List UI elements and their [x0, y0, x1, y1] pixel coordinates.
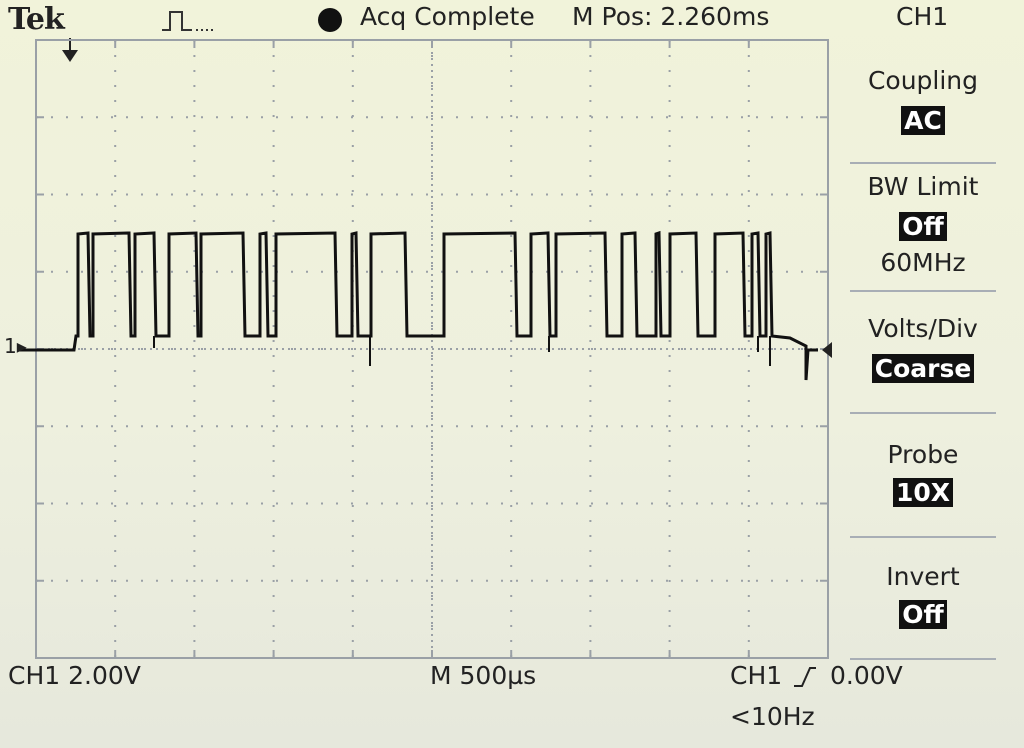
menu-probe-value-wrap: 10X — [838, 478, 1008, 508]
menu-volts-div-value[interactable]: Coarse — [871, 354, 975, 383]
menu-channel-title: CH1 — [896, 2, 949, 31]
trigger-source-readout: CH1 — [730, 661, 783, 690]
menu-invert-value[interactable]: Off — [899, 600, 947, 629]
menu-coupling-label[interactable]: Coupling — [867, 66, 979, 95]
menu-coupling-value[interactable]: AC — [901, 106, 945, 135]
menu-bw-limit-label[interactable]: BW Limit — [867, 172, 979, 201]
menu-divider — [850, 658, 996, 660]
acq-status-text: Acq Complete — [360, 2, 535, 31]
trigger-level-readout: 0.00V — [830, 661, 903, 690]
menu-divider — [850, 290, 996, 292]
ch1-ground-marker[interactable]: 1▸ — [4, 334, 27, 358]
ch1-marker-label: 1 — [4, 334, 17, 358]
menu-divider — [850, 536, 996, 538]
menu-probe-label[interactable]: Probe — [887, 440, 959, 469]
menu-divider — [850, 412, 996, 414]
menu-bw-limit-sub: 60MHz — [880, 248, 966, 277]
menu-invert-label[interactable]: Invert — [886, 562, 960, 591]
ch1-waveform-trace — [18, 230, 818, 381]
ch1-scale-readout: CH1 2.00V — [8, 661, 141, 690]
timebase-readout: M 500µs — [430, 661, 537, 690]
marker-arrow-icon: ▸ — [16, 334, 27, 358]
trigger-level-marker-icon — [822, 342, 832, 358]
trigger-frequency-readout: <10Hz — [730, 702, 815, 731]
acquisition-status-icon — [318, 8, 342, 32]
brand-logo: Tek — [8, 2, 65, 37]
menu-bw-limit-value[interactable]: Off — [899, 212, 947, 241]
menu-coupling-value-wrap: AC — [838, 106, 1008, 136]
pulse-trigger-icon — [162, 11, 214, 31]
menu-invert-value-wrap: Off — [838, 600, 1008, 630]
m-pos-readout: M Pos: 2.260ms — [572, 2, 770, 31]
menu-volts-div-label[interactable]: Volts/Div — [868, 314, 978, 343]
menu-divider — [850, 162, 996, 164]
menu-bw-limit-value-wrap: Off — [838, 212, 1008, 242]
menu-volts-div-value-wrap: Coarse — [838, 354, 1008, 384]
rising-edge-icon — [794, 667, 816, 687]
menu-probe-value[interactable]: 10X — [892, 478, 954, 507]
